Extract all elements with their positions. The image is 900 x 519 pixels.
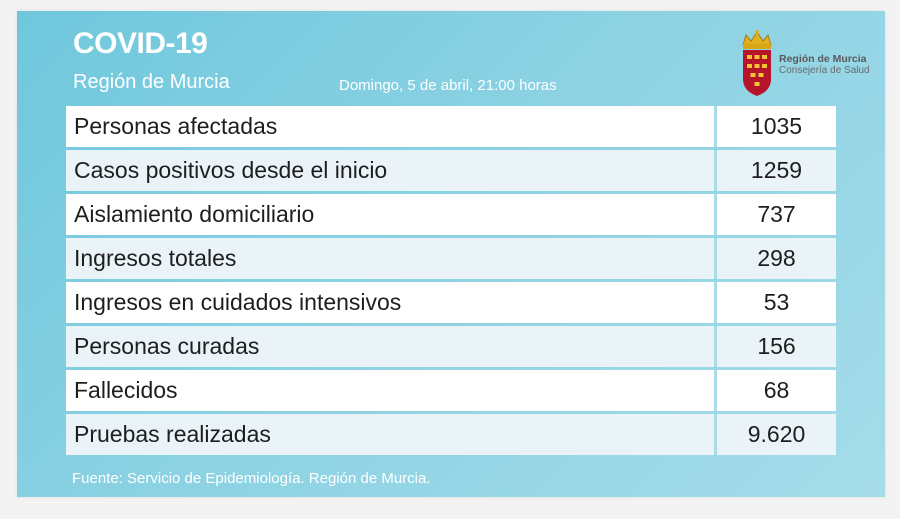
stat-label: Aislamiento domiciliario <box>66 194 717 235</box>
stat-value: 298 <box>717 238 836 279</box>
stat-label: Personas afectadas <box>66 106 717 147</box>
stat-label: Casos positivos desde el inicio <box>66 150 717 191</box>
stat-value: 68 <box>717 370 836 411</box>
report-datetime: Domingo, 5 de abril, 21:00 horas <box>339 77 557 94</box>
stat-label: Pruebas realizadas <box>66 414 717 455</box>
stat-value: 53 <box>717 282 836 323</box>
table-row: Personas curadas 156 <box>66 326 836 367</box>
stat-value: 1259 <box>717 150 836 191</box>
page-title: COVID-19 <box>73 27 208 60</box>
stat-value: 737 <box>717 194 836 235</box>
table-row: Ingresos totales 298 <box>66 238 836 279</box>
table-row: Ingresos en cuidados intensivos 53 <box>66 282 836 323</box>
region-subtitle: Región de Murcia <box>73 71 230 93</box>
source-footnote: Fuente: Servicio de Epidemiología. Regió… <box>72 470 431 487</box>
logo-region-name: Región de Murcia <box>779 53 867 65</box>
stat-label: Ingresos totales <box>66 238 717 279</box>
region-logo: Región de Murcia Consejería de Salud <box>737 29 877 101</box>
stat-label: Fallecidos <box>66 370 717 411</box>
murcia-coat-of-arms-icon <box>742 30 772 96</box>
stat-value: 9.620 <box>717 414 836 455</box>
table-row: Casos positivos desde el inicio 1259 <box>66 150 836 191</box>
table-row: Pruebas realizadas 9.620 <box>66 414 836 455</box>
logo-department: Consejería de Salud <box>779 65 870 76</box>
table-row: Personas afectadas 1035 <box>66 106 836 147</box>
table-row: Fallecidos 68 <box>66 370 836 411</box>
stat-label: Ingresos en cuidados intensivos <box>66 282 717 323</box>
table-row: Aislamiento domiciliario 737 <box>66 194 836 235</box>
stat-value: 1035 <box>717 106 836 147</box>
stats-table: Personas afectadas 1035 Casos positivos … <box>66 103 836 458</box>
stat-label: Personas curadas <box>66 326 717 367</box>
stat-value: 156 <box>717 326 836 367</box>
